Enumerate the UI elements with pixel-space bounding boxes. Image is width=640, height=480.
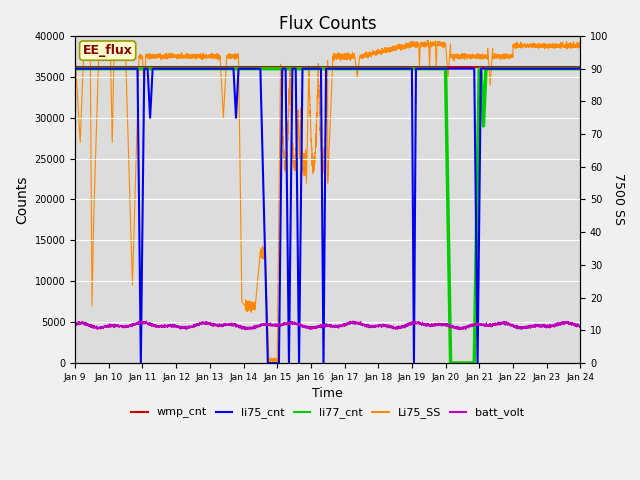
Y-axis label: 7500 SS: 7500 SS [612, 173, 625, 226]
Y-axis label: Counts: Counts [15, 175, 29, 224]
Title: Flux Counts: Flux Counts [279, 15, 376, 33]
Legend: wmp_cnt, li75_cnt, li77_cnt, Li75_SS, batt_volt: wmp_cnt, li75_cnt, li77_cnt, Li75_SS, ba… [127, 403, 529, 423]
X-axis label: Time: Time [312, 387, 343, 400]
Text: EE_flux: EE_flux [83, 44, 132, 57]
